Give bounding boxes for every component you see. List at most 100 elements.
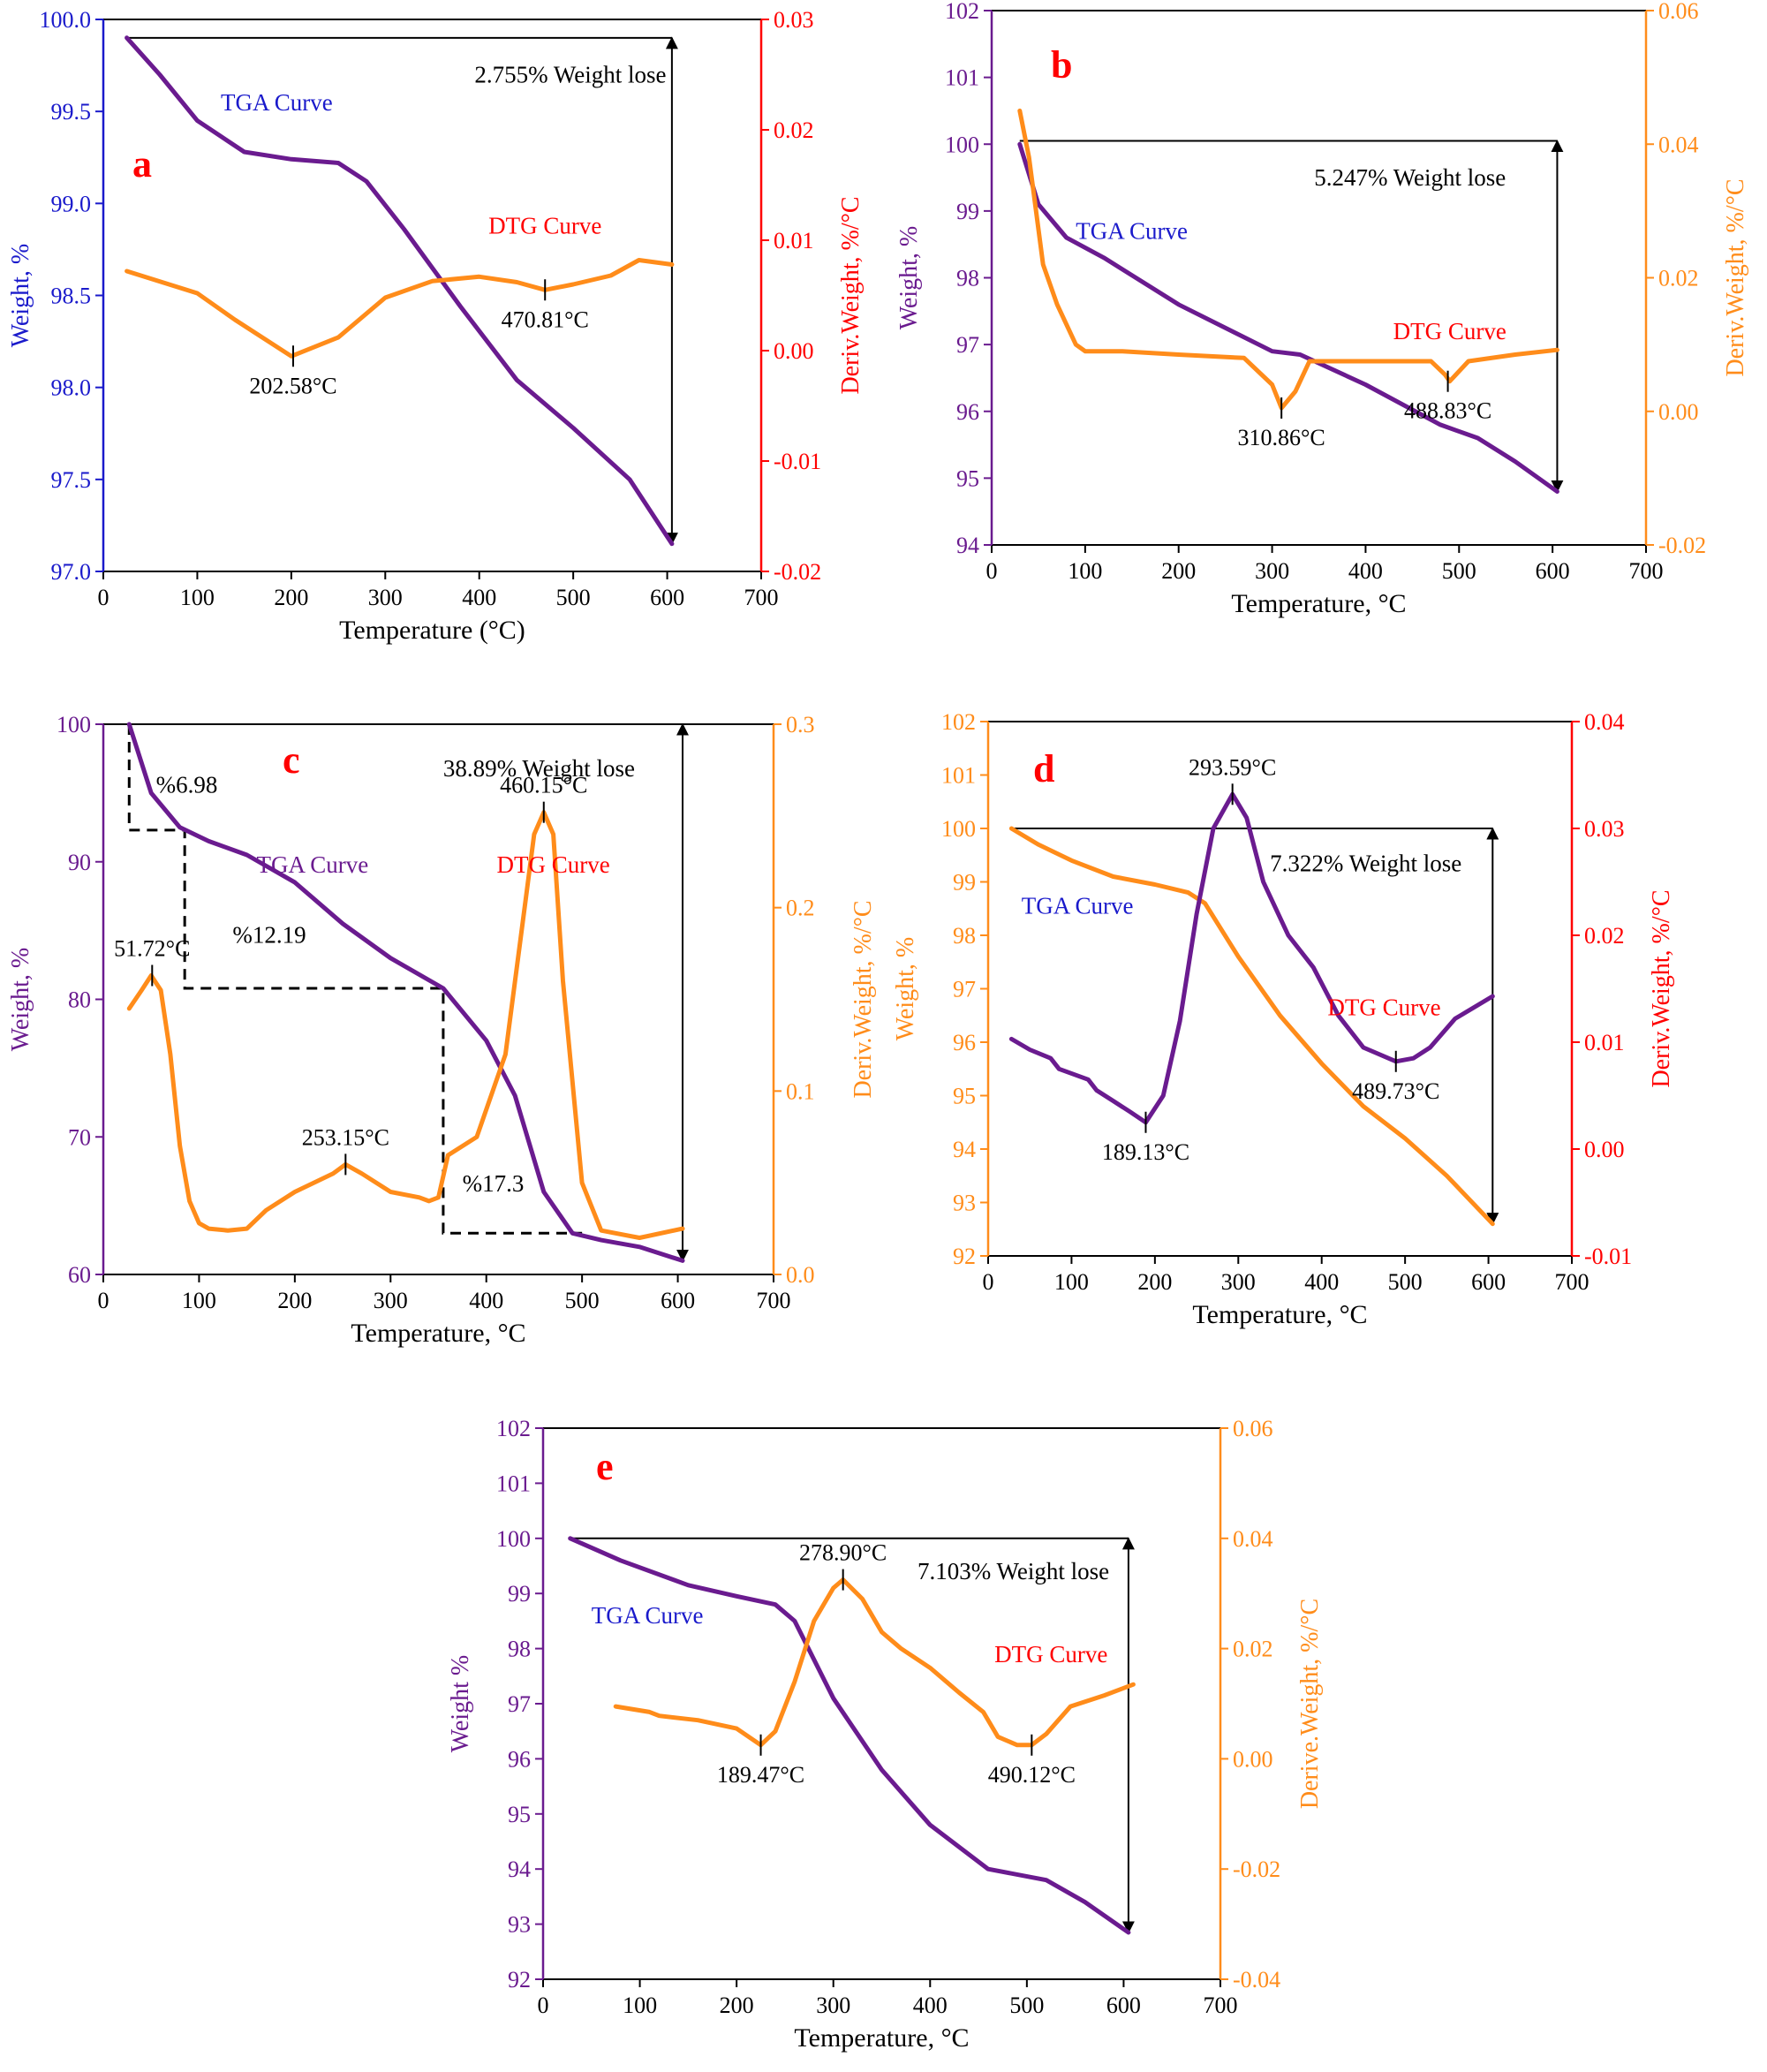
panel-e: 0 100 200 300 400 500 600 700 92 93 94 95 96 97 98 99 10… bbox=[447, 1416, 1324, 2053]
left-y-tick-label: 99.0 bbox=[51, 191, 92, 216]
right-y-tick-label: 0.01 bbox=[774, 228, 814, 253]
dtg-curve-line bbox=[1008, 791, 1495, 1125]
left-y-tick-label: 101 bbox=[941, 763, 976, 789]
right-y-tick-label: -0.02 bbox=[774, 559, 821, 585]
dtg-label: DTG Curve bbox=[1393, 318, 1506, 344]
panel-letter: e bbox=[596, 1445, 614, 1488]
x-tick-label: 600 bbox=[1471, 1269, 1506, 1295]
panel-letter: a bbox=[132, 142, 152, 185]
x-tick-label: 600 bbox=[1106, 1993, 1141, 2018]
right-y-tick-label: -0.01 bbox=[774, 449, 821, 474]
left-y-tick-label: 99 bbox=[956, 199, 979, 224]
right-y-tick-label: 0.00 bbox=[1584, 1137, 1625, 1162]
left-y-tick-label: 90 bbox=[68, 850, 91, 875]
step-percent-label: %6.98 bbox=[156, 772, 218, 798]
right-y-tick-label: 0.3 bbox=[786, 712, 815, 737]
tga-label: TGA Curve bbox=[592, 1602, 704, 1629]
x-tick-label: 600 bbox=[1536, 558, 1570, 584]
x-tick-label: 500 bbox=[1009, 1993, 1044, 2018]
left-y-tick-label: 97 bbox=[956, 332, 979, 358]
x-tick-label: 500 bbox=[1388, 1269, 1423, 1295]
right-y-tick-label: 0.02 bbox=[1584, 923, 1625, 949]
panel-b: 0 100 200 300 400 500 600 700 94 95 96 97 98 99 100 101… bbox=[895, 0, 1749, 618]
x-tick-label: 500 bbox=[1442, 558, 1476, 584]
left-y-tick-label: 97 bbox=[953, 977, 976, 1002]
weight-loss-step-lines bbox=[127, 724, 583, 1235]
dtg-label: DTG Curve bbox=[994, 1641, 1107, 1667]
tga-label: TGA Curve bbox=[256, 851, 368, 878]
left-y-tick-label: 95 bbox=[956, 465, 979, 491]
peak-temperature-label: 189.47°C bbox=[717, 1762, 804, 1788]
dtg-curve-line bbox=[1017, 108, 1559, 411]
left-y-tick-label: 100 bbox=[941, 816, 976, 842]
right-y-axis-title: Deriv.Weight, %/°C bbox=[837, 196, 865, 394]
left-y-tick-label: 93 bbox=[953, 1191, 976, 1216]
peak-temperature-label: 189.13°C bbox=[1102, 1139, 1189, 1165]
x-tick-label: 300 bbox=[1255, 558, 1289, 584]
x-tick-label: 500 bbox=[556, 585, 591, 610]
right-y-tick-label: 0.03 bbox=[774, 7, 814, 33]
x-axis-title: Temperature, °C bbox=[351, 1319, 525, 1348]
x-tick-label: 700 bbox=[757, 1288, 791, 1313]
x-tick-label: 200 bbox=[277, 1288, 312, 1313]
x-tick-label: 600 bbox=[661, 1288, 695, 1313]
left-y-tick-label: 98.5 bbox=[51, 284, 92, 309]
x-tick-label: 100 bbox=[180, 585, 215, 610]
left-y-tick-label: 99 bbox=[953, 870, 976, 896]
x-tick-label: 700 bbox=[1629, 558, 1664, 584]
left-y-tick-label: 102 bbox=[945, 0, 979, 24]
left-y-tick-label: 95 bbox=[953, 1084, 976, 1109]
left-y-tick-label: 94 bbox=[953, 1137, 976, 1162]
left-y-tick-label: 95 bbox=[508, 1802, 531, 1827]
right-y-tick-label: -0.02 bbox=[1233, 1856, 1280, 1882]
right-y-tick-label: -0.04 bbox=[1233, 1967, 1280, 1993]
left-y-tick-label: 102 bbox=[941, 709, 976, 735]
left-y-tick-label: 97.0 bbox=[51, 559, 92, 585]
step-percent-label: %12.19 bbox=[232, 921, 306, 948]
x-tick-label: 100 bbox=[1054, 1269, 1089, 1295]
tga-curve-line bbox=[126, 722, 685, 1263]
right-y-tick-label: 0.00 bbox=[1658, 399, 1699, 425]
left-y-axis-title: Weight, % bbox=[7, 948, 34, 1052]
left-y-tick-label: 60 bbox=[68, 1262, 91, 1288]
left-y-tick-label: 94 bbox=[508, 1856, 531, 1882]
left-y-axis-title: Weight, % bbox=[892, 937, 919, 1041]
peak-temperature-label: 488.83°C bbox=[1404, 398, 1491, 424]
peak-temperature-label: 489.73°C bbox=[1352, 1078, 1439, 1104]
left-y-axis-title: Weight, % bbox=[7, 244, 34, 348]
x-tick-label: 700 bbox=[1555, 1269, 1590, 1295]
tga-label: TGA Curve bbox=[221, 89, 333, 116]
right-y-tick-label: 0.06 bbox=[1233, 1416, 1273, 1441]
dtg-curve-line bbox=[613, 1577, 1136, 1748]
right-y-tick-label: 0.04 bbox=[1658, 132, 1699, 157]
left-y-tick-label: 80 bbox=[68, 987, 91, 1013]
weight-loss-label: 2.755% Weight lose bbox=[474, 62, 666, 88]
x-tick-label: 400 bbox=[1348, 558, 1383, 584]
panel-c: 0 100 200 300 400 500 600 700 60 70 80 90 100 0.0 0.1 0… bbox=[7, 712, 877, 1348]
tga-curve-line bbox=[1017, 141, 1559, 494]
left-y-tick-label: 100 bbox=[945, 132, 979, 157]
x-tick-label: 500 bbox=[565, 1288, 600, 1313]
left-y-tick-label: 100 bbox=[496, 1526, 531, 1552]
right-y-tick-label: 0.04 bbox=[1233, 1526, 1273, 1552]
peak-temperature-label: 490.12°C bbox=[988, 1762, 1076, 1788]
x-axis-title: Temperature, °C bbox=[794, 2023, 969, 2053]
x-tick-label: 0 bbox=[986, 558, 998, 584]
right-y-tick-label: 0.00 bbox=[774, 338, 814, 364]
x-tick-label: 200 bbox=[274, 585, 308, 610]
right-y-tick-label: 0.03 bbox=[1584, 816, 1625, 842]
left-y-tick-label: 101 bbox=[496, 1471, 531, 1496]
left-y-tick-label: 70 bbox=[68, 1124, 91, 1150]
dtg-curve-line bbox=[125, 258, 675, 359]
left-y-tick-label: 100 bbox=[57, 712, 91, 737]
x-axis-title: Temperature, °C bbox=[1231, 589, 1406, 618]
x-tick-label: 400 bbox=[462, 585, 496, 610]
x-tick-label: 300 bbox=[816, 1993, 850, 2018]
dtg-label: DTG Curve bbox=[1327, 994, 1440, 1021]
right-y-axis-title: Deriv.Weight, %/°C bbox=[850, 900, 877, 1098]
weight-loss-label: 5.247% Weight lose bbox=[1314, 164, 1506, 191]
right-y-tick-label: 0.02 bbox=[1658, 266, 1699, 291]
left-y-tick-label: 102 bbox=[496, 1416, 531, 1441]
peak-temperature-label: 253.15°C bbox=[302, 1124, 389, 1150]
